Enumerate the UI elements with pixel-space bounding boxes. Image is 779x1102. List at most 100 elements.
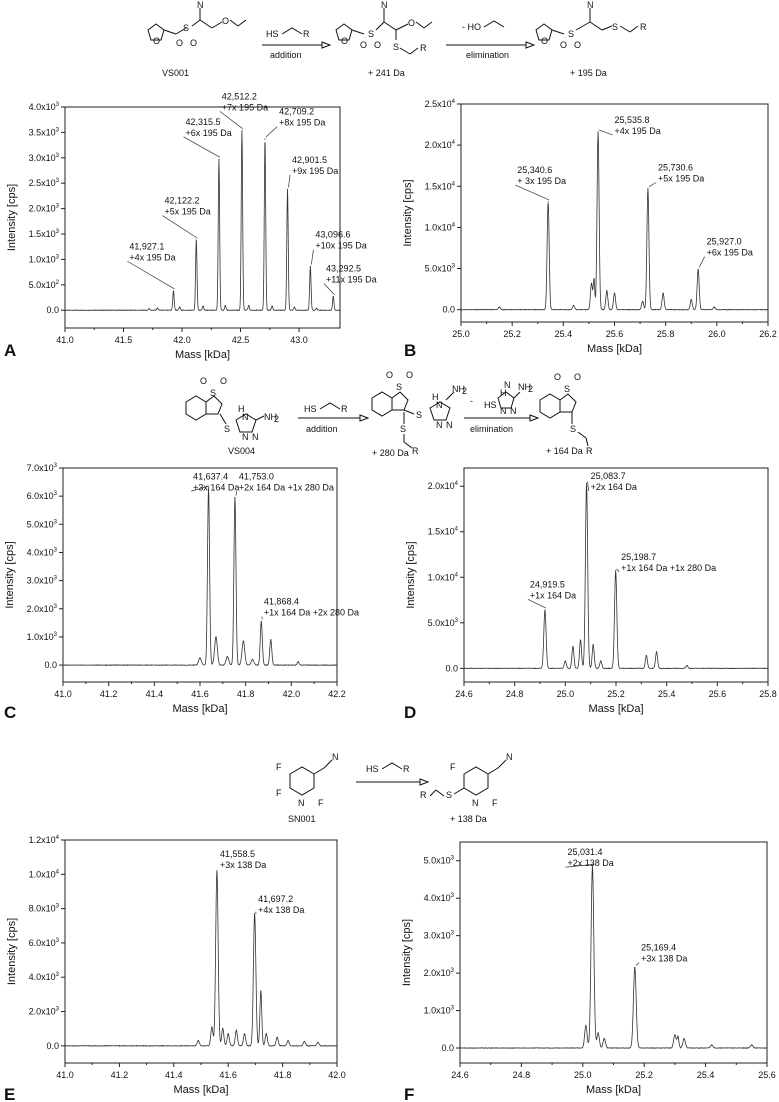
peak-annotation: 25,927.0 [707,237,742,247]
peak-point [544,609,546,611]
svg-text:O: O [153,36,160,46]
peak-point [197,1040,199,1042]
peak-point [711,1044,713,1046]
x-tick-label: 24.6 [451,1070,469,1080]
peak-point [195,239,197,241]
peak-point [276,1036,278,1038]
y-axis-label: Intensity [cps] [402,179,414,246]
svg-text:O: O [176,38,183,48]
y-axis-label: Intensity [cps] [6,184,18,251]
peak-point [647,188,649,190]
svg-text:H: H [500,388,507,398]
x-tick-label: 25.8 [759,689,777,699]
svg-text:N: N [504,380,511,390]
y-tick-label: 1.0x103 [27,632,58,642]
vs001-structure: O S O O N O VS001 [147,0,247,78]
peak-annotation: +4x 195 Da [129,252,175,262]
vs001-adduct-mass: + 241 Da [368,68,405,78]
peak-annotation: 43,096.6 [315,230,350,240]
svg-text:O: O [406,370,413,380]
annotation-leader [616,568,620,573]
svg-text:S: S [224,424,230,434]
svg-text:N: N [436,400,443,410]
peak-point [642,300,644,303]
spectrum-line [65,871,337,1047]
peak-point [211,1026,213,1028]
peak-annotation: +6x 195 Da [707,248,753,258]
svg-text:S: S [210,388,216,398]
x-tick-label: 24.8 [513,1070,531,1080]
y-tick-label: 0.0 [441,1043,454,1053]
svg-text:O: O [374,40,381,50]
annotation-leader [527,598,547,609]
peak-annotation: +5x 195 Da [658,174,704,184]
y-tick-label: 1.2x104 [29,835,60,845]
svg-text:N: N [197,0,204,10]
svg-text:NH: NH [452,384,465,394]
peak-point [674,1034,676,1036]
x-tick-label: 42.2 [328,689,346,699]
peak-point [332,295,334,298]
spectrum-line [63,487,337,667]
x-tick-label: 25.2 [635,1070,653,1080]
peak-annotation: 25,730.6 [658,163,693,173]
svg-text:S: S [612,22,618,32]
x-tick-label: 41.0 [56,335,74,345]
y-tick-label: 5.0x103 [428,618,459,628]
x-tick-label: 41.4 [165,1070,183,1080]
svg-text:S: S [416,410,422,420]
y-tick-label: 1.0x103 [424,1006,455,1016]
y-tick-label: 4.0x103 [29,102,60,112]
peak-point [634,966,636,969]
x-tick-label: 25.4 [697,1070,715,1080]
peak-point [572,304,575,307]
y-tick-label: 1.5x103 [29,229,60,239]
peak-point [690,299,692,301]
x-tick-label: 25.2 [503,329,521,339]
peak-point [286,188,289,190]
x-axis-label: Mass [kDa] [587,343,642,355]
annotation-leader [323,283,335,295]
svg-text:R: R [420,43,427,53]
svg-text:R: R [412,446,419,456]
x-tick-label: 41.8 [274,1070,292,1080]
peak-point [597,1032,599,1034]
x-tick-label: 42.5 [232,335,250,345]
svg-text:R: R [420,790,427,800]
y-tick-label: 4.0x103 [27,547,58,557]
sn001-label: SN001 [288,814,316,824]
peak-annotation: 43,292.5 [326,264,361,274]
peak-point [593,278,595,280]
vs004-product-structure: S O O S R + 164 Da [539,372,593,456]
svg-text:H: H [238,404,245,414]
elimination-reagent-label: - HO [462,22,481,32]
y-tick-label: 8.0x103 [29,904,60,914]
spectrum-panel-d: 24.6 24.8 25.0 25.2 25.4 25.6 25.8 0.0 5.0x103 1.… [404,467,777,722]
peak-annotation: +8x 195 Da [279,118,325,128]
x-tick-label: 25.2 [607,689,625,699]
svg-text:S: S [564,384,570,394]
svg-text:F: F [276,762,282,772]
annotation-leader [598,129,613,136]
peak-annotation: +2x 164 Da [591,482,637,492]
svg-text:NH: NH [518,382,531,392]
peak-annotation: +3x 164 Da [193,482,239,492]
y-tick-label: 3.0x103 [29,153,60,163]
y-tick-label: 1.0x103 [29,254,60,264]
annotation-leader [127,260,175,290]
peak-point [683,1038,685,1040]
peak-annotation: +3x 138 Da [220,860,266,870]
peak-point [248,305,250,307]
peak-annotation: 42,315.5 [186,117,221,127]
peak-annotation: +5x 195 Da [164,207,210,217]
vs001-product-structure: O S O O N S R + 195 Da [535,0,647,78]
peak-annotation: 24,919.5 [530,579,565,589]
peak-point [297,661,299,663]
y-tick-label: 0.0 [46,305,59,315]
annotation-leader [515,184,550,201]
svg-text:O: O [386,370,393,380]
svg-text:O: O [190,38,197,48]
peak-point [271,305,273,307]
peak-annotation: 25,031.4 [567,847,602,857]
x-axis-label: Mass [kDa] [588,703,643,715]
